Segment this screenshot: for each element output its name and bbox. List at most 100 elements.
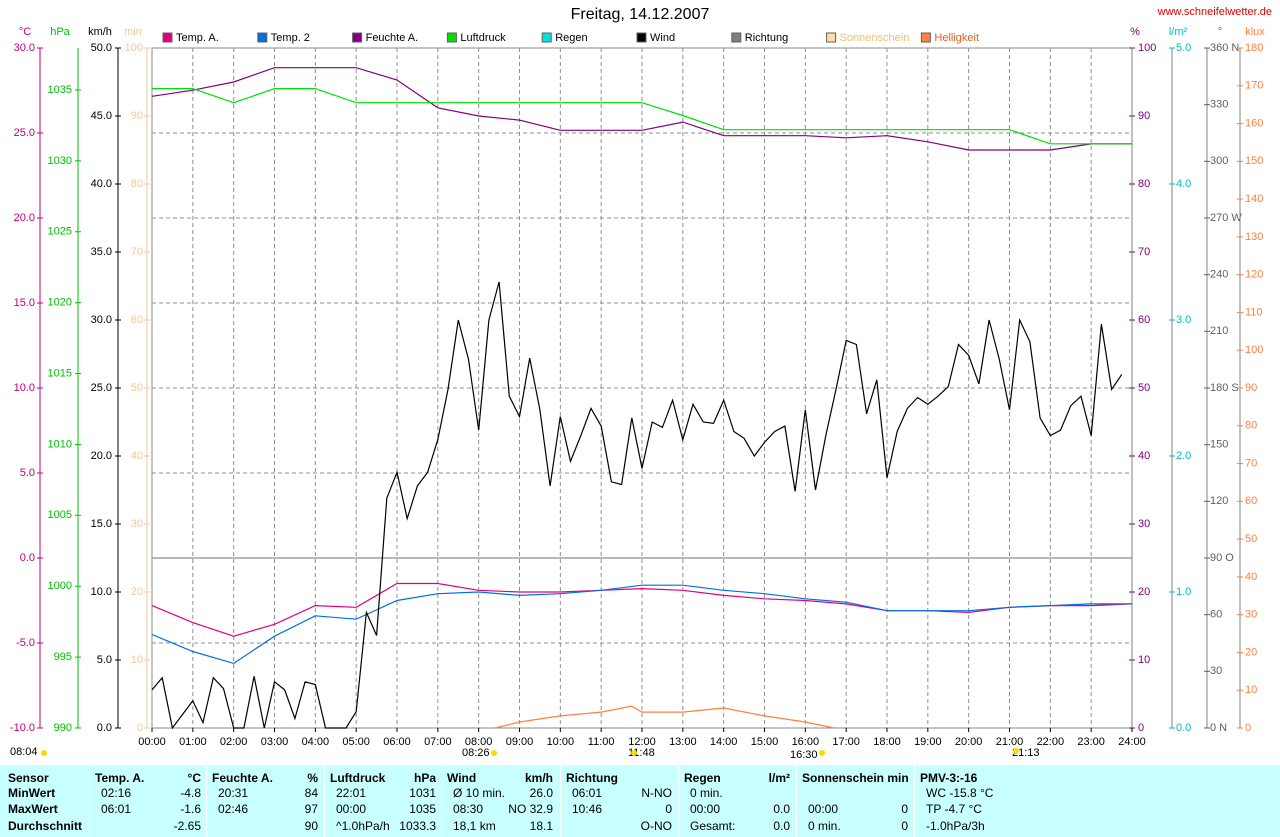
y-tick-label: 35.0 (91, 246, 112, 258)
cell-right: 84 (304, 786, 318, 800)
legend-label: Feuchte A. (366, 32, 419, 44)
y-tick-label: 20.0 (14, 212, 35, 224)
legend-label: Luftdruck (460, 32, 506, 44)
cell-left: 22:01 (336, 786, 367, 800)
legend-swatch (826, 32, 837, 43)
y-tick-label: 20 (1245, 646, 1257, 658)
y-tick-label: 330 (1210, 99, 1228, 111)
legend-swatch (731, 32, 742, 43)
y-tick-label: 170 (1245, 80, 1263, 92)
column-header: Temp. A. (95, 771, 145, 785)
sun-marker (819, 750, 825, 756)
cell-right: 0 (901, 819, 908, 833)
x-tick-label: 21:00 (996, 736, 1024, 748)
series-line (494, 705, 835, 729)
cell-left: 08:30 (453, 802, 484, 816)
y-tick-label: 5.0 (1176, 42, 1191, 54)
y-tick-label: 40 (131, 450, 143, 462)
column-header: Luftdruck (330, 771, 386, 785)
x-tick-label: 04:00 (302, 736, 330, 748)
y-tick-label: 30 (1210, 665, 1222, 677)
axis-title: % (1130, 26, 1140, 38)
chart: Freitag, 14.12.2007 www.schneifelwetter.… (10, 6, 1272, 761)
x-tick-label: 07:00 (424, 736, 452, 748)
series-line (151, 67, 1132, 151)
y-tick-label: -10.0 (10, 722, 35, 734)
column-header: Sonnenschein min (802, 771, 909, 785)
x-tick-label: 05:00 (342, 736, 370, 748)
x-tick-label: 23:00 (1077, 736, 1105, 748)
x-tick-label: 09:00 (506, 736, 534, 748)
y-tick-label: 30 (131, 518, 143, 530)
cell-left: WC -15.8 °C (926, 786, 994, 800)
row-label: MaxWert (8, 802, 58, 816)
legend-swatch (257, 32, 268, 43)
y-tick-label: 30.0 (91, 314, 112, 326)
y-tick-label: 80 (131, 178, 143, 190)
y-tick-label: 5.0 (97, 654, 112, 666)
y-tick-label: 150 (1245, 155, 1263, 167)
cell-left: Gesamt: (690, 819, 736, 833)
cell-right: -2.65 (173, 819, 201, 833)
sun-marker (1013, 748, 1019, 754)
cell-left: Ø 10 min. (453, 786, 506, 800)
cell-right: N-NO (641, 786, 672, 800)
axis-title: °C (19, 26, 31, 38)
axis-title: klux (1245, 26, 1265, 38)
y-tick-label: 360 N (1210, 42, 1239, 54)
column-separator (89, 765, 90, 837)
legend-label: Helligkeit (934, 32, 979, 44)
cell-left: 00:00 (808, 802, 839, 816)
cell-right: 0.0 (773, 819, 790, 833)
y-tick-label: 20.0 (91, 450, 112, 462)
y-tick-label: 3.0 (1176, 314, 1191, 326)
annotation: 21:13 (1012, 747, 1040, 759)
y-tick-label: 2.0 (1176, 450, 1191, 462)
y-tick-label: 1.0 (1176, 586, 1191, 598)
x-tick-label: 20:00 (955, 736, 983, 748)
chart-title: Freitag, 14.12.2007 (571, 6, 710, 23)
sun-marker (631, 750, 637, 756)
cell-left: -1.0hPa/3h (926, 819, 985, 833)
series-line (151, 281, 1123, 730)
y-tick-label: 1030 (48, 155, 72, 167)
sun-marker (491, 750, 497, 756)
axis-title: hPa (50, 26, 70, 38)
y-tick-label: 270 W (1210, 212, 1242, 224)
legend-label: Temp. 2 (271, 32, 310, 44)
cell-left: 00:00 (690, 802, 721, 816)
y-tick-label: 90 (1138, 110, 1150, 122)
cell-left: 20:31 (218, 786, 249, 800)
y-tick-label: 1015 (48, 367, 72, 379)
x-tick-label: 24:00 (1118, 736, 1146, 748)
column-unit: % (307, 771, 318, 785)
y-tick-label: 990 (54, 722, 72, 734)
y-tick-label: 10 (1138, 654, 1150, 666)
y-tick-label: 40 (1138, 450, 1150, 462)
y-tick-label: 50 (131, 382, 143, 394)
y-tick-label: 210 (1210, 325, 1228, 337)
y-tick-label: 20 (1138, 586, 1150, 598)
y-tick-label: 10.0 (14, 382, 35, 394)
x-tick-label: 16:00 (792, 736, 820, 748)
y-tick-label: 300 (1210, 155, 1228, 167)
y-tick-label: 50.0 (91, 42, 112, 54)
y-tick-label: 1005 (48, 509, 72, 521)
cell-right: 1033.3 (399, 819, 436, 833)
y-tick-label: 15.0 (14, 297, 35, 309)
x-tick-label: 01:00 (179, 736, 207, 748)
y-tick-label: 60 (1138, 314, 1150, 326)
legend-label: Sonnenschein (840, 32, 910, 44)
axis-title: l/m² (1169, 26, 1188, 38)
y-tick-label: 25.0 (14, 127, 35, 139)
y-tick-label: 995 (54, 651, 72, 663)
column-unit: hPa (413, 771, 436, 785)
x-tick-label: 15:00 (751, 736, 779, 748)
cell-right: 18.1 (529, 819, 553, 833)
y-tick-label: 40 (1245, 571, 1257, 583)
y-tick-label: 45.0 (91, 110, 112, 122)
column-separator (796, 765, 797, 837)
axis-title: min (124, 26, 142, 38)
legend-label: Wind (650, 32, 675, 44)
x-tick-label: 08:00 (465, 736, 493, 748)
